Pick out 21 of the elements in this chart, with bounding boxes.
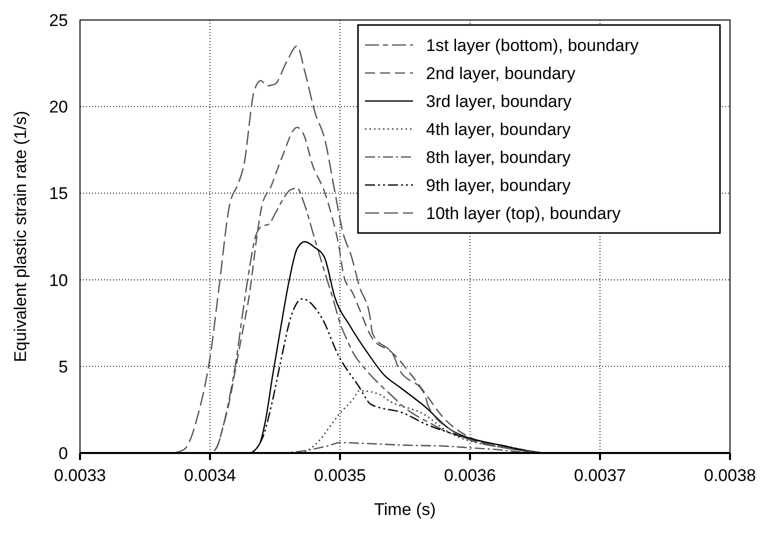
legend-label: 9th layer, boundary [426,176,572,195]
y-tick-label: 25 [49,11,68,30]
x-tick-label: 0.0036 [444,466,496,485]
legend-label: 10th layer (top), boundary [426,204,622,223]
legend-label: 1st layer (bottom), boundary [426,36,640,55]
x-tick-label: 0.0035 [314,466,366,485]
x-axis-title: Time (s) [374,500,436,519]
legend-label: 3rd layer, boundary [426,92,572,111]
x-tick-label: 0.0033 [54,466,106,485]
y-axis-title: Equivalent plastic strain rate (1/s) [11,110,30,362]
y-tick-label: 10 [49,270,68,290]
legend-label: 8th layer, boundary [426,148,572,167]
y-tick-label: 0 [58,444,68,463]
x-tick-label: 0.0037 [574,466,626,485]
y-tick-label: 15 [49,184,68,204]
x-tick-label: 0.0038 [704,466,756,485]
x-tick-label: 0.0034 [184,466,236,485]
legend-label: 4th layer, boundary [426,120,572,139]
y-tick-label: 5 [58,357,68,376]
y-tick-label: 20 [49,98,68,117]
legend-label: 2nd layer, boundary [426,64,576,83]
